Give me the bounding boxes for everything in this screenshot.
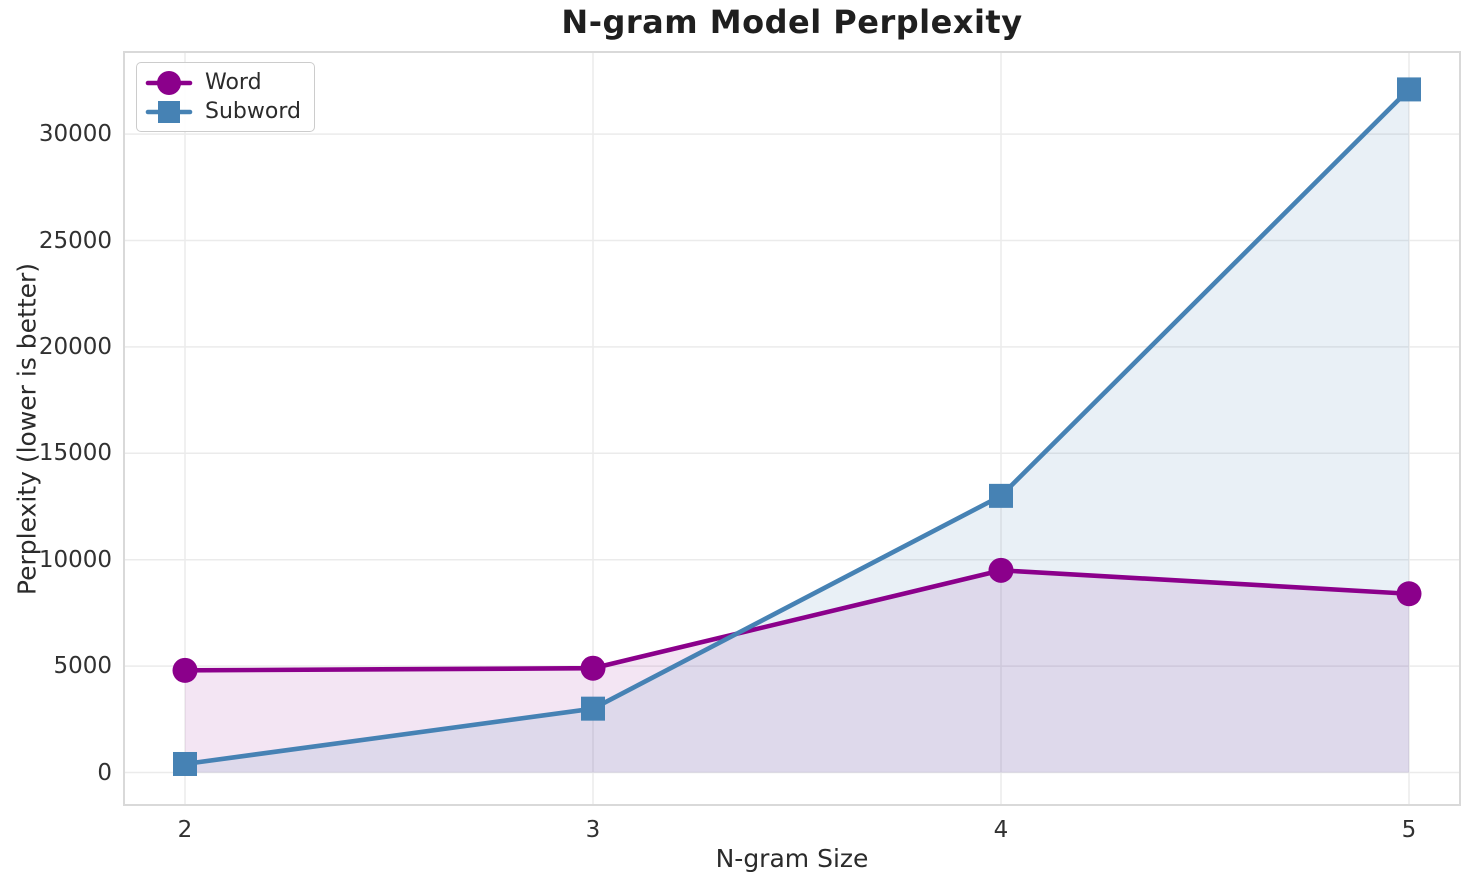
legend: Word Subword (136, 62, 315, 132)
chart-title: N-gram Model Perplexity (561, 3, 1023, 41)
x-axis-ticks: 2 3 4 5 (0, 817, 1484, 847)
y-tick-label: 20000 (38, 333, 112, 360)
word-marker (580, 655, 606, 681)
subword-area (185, 89, 1409, 773)
y-tick-label: 5000 (53, 653, 112, 680)
legend-item-word: Word (145, 68, 301, 97)
word-line (184, 568, 1410, 673)
subword-line (184, 87, 1411, 767)
y-axis-ticks: 0 5000 10000 15000 20000 25000 30000 (0, 0, 112, 885)
word-marker (1396, 581, 1422, 607)
y-tick-label: 0 (97, 759, 112, 786)
x-tick-label: 4 (993, 817, 1009, 843)
x-tick-label: 2 (177, 817, 193, 843)
y-tick-label: 25000 (38, 227, 112, 254)
subword-marker (989, 483, 1013, 508)
subword-marker (581, 696, 605, 721)
subword-marker (1397, 77, 1421, 102)
subword-square-marker-icon (145, 98, 193, 126)
legend-label-word: Word (205, 69, 262, 95)
y-tick-label: 10000 (38, 546, 112, 573)
subword-marker (173, 751, 197, 776)
x-tick-label: 5 (1401, 817, 1417, 843)
word-circle-marker-icon (145, 69, 193, 97)
y-tick-label: 30000 (38, 121, 112, 148)
word-marker (172, 657, 198, 683)
plot-border (123, 51, 1461, 806)
x-axis-label: N-gram Size (715, 844, 869, 873)
y-tick-label: 15000 (38, 440, 112, 467)
word-marker (988, 557, 1014, 583)
y-axis-label: Perplexity (lower is better) (12, 262, 42, 596)
legend-label-subword: Subword (205, 98, 301, 124)
legend-item-subword: Subword (145, 97, 301, 126)
x-tick-label: 3 (585, 817, 601, 843)
